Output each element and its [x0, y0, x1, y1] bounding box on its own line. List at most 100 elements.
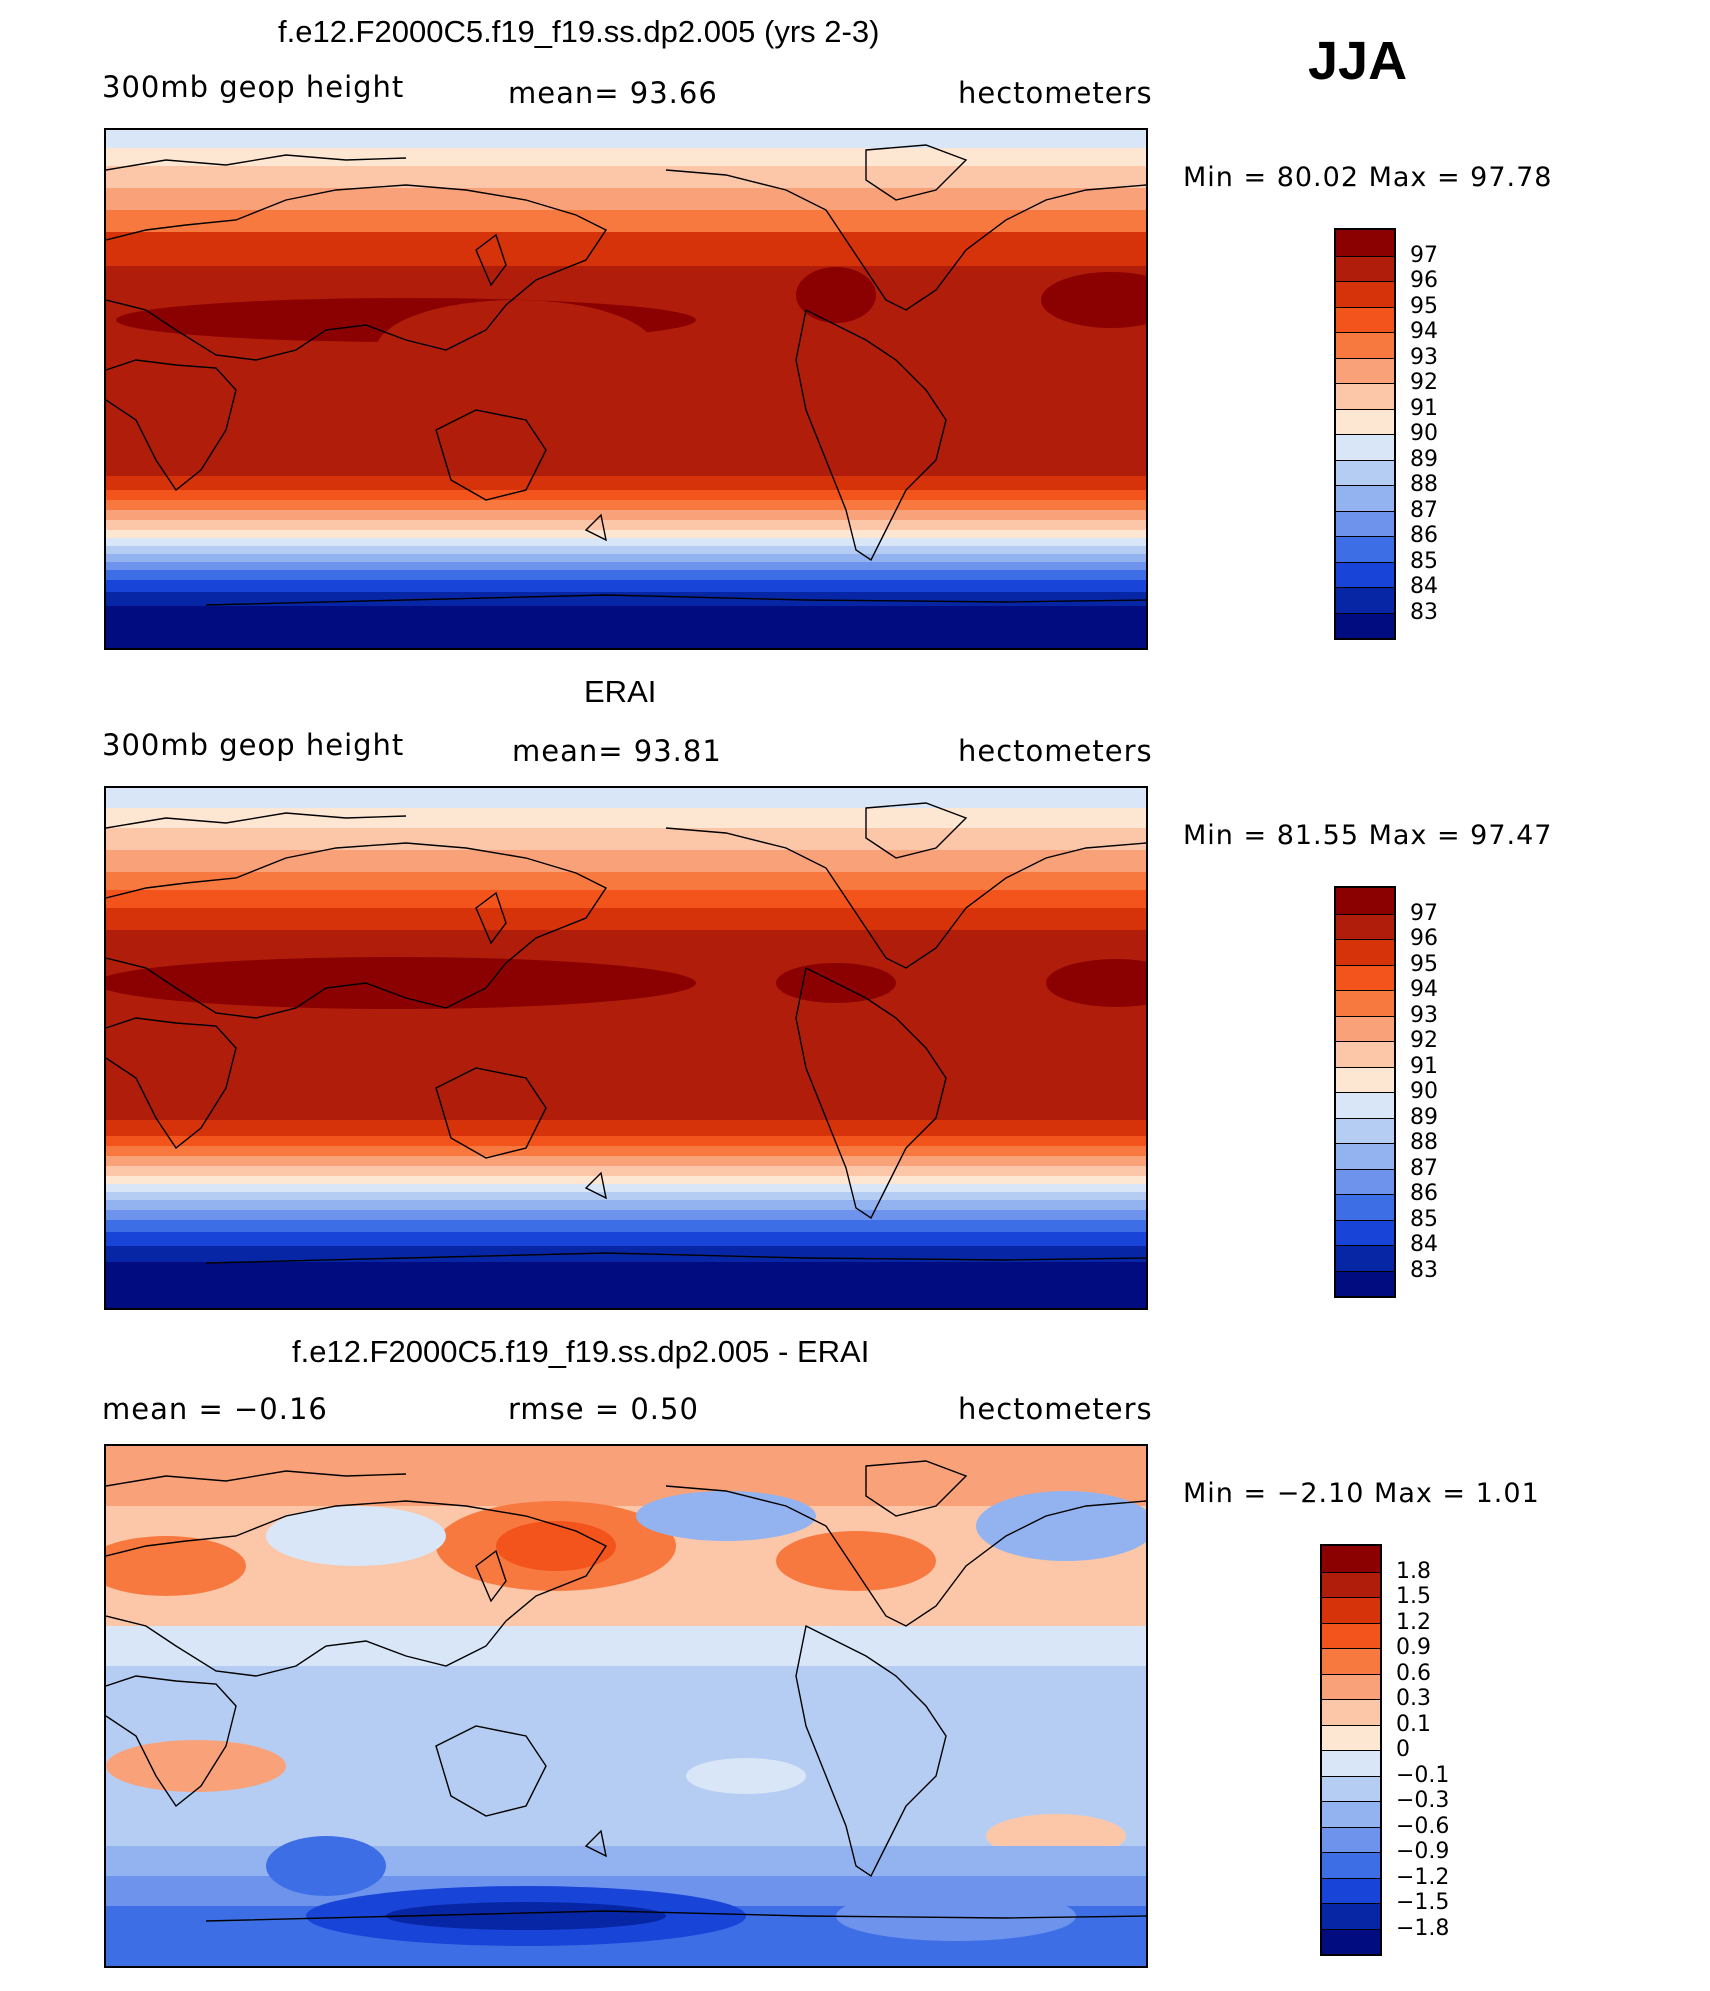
colorbar-swatch	[1336, 1092, 1394, 1118]
colorbar-tick-label: 94	[1410, 319, 1438, 344]
colorbar-tick-label: −0.1	[1396, 1762, 1450, 1788]
colorbar-tick-label: 89	[1410, 1104, 1438, 1130]
colorbar-tick-label: 96	[1410, 268, 1438, 293]
colorbar-swatch	[1336, 1270, 1394, 1296]
colorbar-swatch	[1322, 1775, 1380, 1801]
colorbar-swatch	[1336, 281, 1394, 307]
colorbar-swatch	[1336, 561, 1394, 587]
colorbar-swatch	[1322, 1801, 1380, 1827]
colorbar-tick-label: 86	[1410, 1181, 1438, 1206]
colorbar-tick-label: 97	[1410, 242, 1438, 268]
colorbar-swatch	[1336, 1194, 1394, 1220]
panel3-contour-field	[106, 1446, 1146, 1966]
colorbar-tick-label: 84	[1410, 574, 1438, 599]
colorbar-tick-label: 1.8	[1396, 1558, 1431, 1584]
colorbar-swatch	[1336, 587, 1394, 613]
colorbar-tick-label: −1.8	[1396, 1915, 1450, 1941]
panel3-title: f.e12.F2000C5.f19_f19.ss.dp2.005 - ERAI	[292, 1334, 870, 1369]
panel3-mean-label: mean = −0.16	[102, 1392, 328, 1426]
colorbar-tick-label: 92	[1410, 1028, 1438, 1053]
panel3-rmse-label: rmse = 0.50	[508, 1392, 699, 1426]
panel3-map	[104, 1444, 1148, 1968]
season-label: JJA	[1308, 31, 1408, 91]
panel3-colorbar	[1320, 1544, 1382, 1956]
panel1-colorbar	[1334, 228, 1396, 640]
colorbar-swatch	[1322, 1673, 1380, 1699]
panel1-title: f.e12.F2000C5.f19_f19.ss.dp2.005 (yrs 2-…	[278, 14, 880, 49]
colorbar-swatch	[1322, 1750, 1380, 1776]
panel2-minmax: Min = 81.55 Max = 97.47	[1183, 820, 1553, 851]
panel2-variable-label: 300mb geop height	[102, 728, 405, 762]
colorbar-tick-label: 90	[1410, 1079, 1438, 1104]
colorbar-swatch	[1336, 1117, 1394, 1143]
colorbar-tick-label: 88	[1410, 1130, 1438, 1155]
panel3-minmax: Min = −2.10 Max = 1.01	[1183, 1478, 1540, 1509]
colorbar-swatch	[1336, 230, 1394, 256]
panel2-title: ERAI	[584, 674, 657, 709]
colorbar-swatch	[1336, 964, 1394, 990]
colorbar-swatch	[1336, 383, 1394, 409]
colorbar-tick-label: 85	[1410, 1206, 1438, 1232]
colorbar-tick-label: 1.2	[1396, 1609, 1431, 1635]
colorbar-tick-label: 86	[1410, 523, 1438, 548]
panel1-mean-label: mean= 93.66	[508, 76, 718, 110]
colorbar-tick-label: 84	[1410, 1232, 1438, 1257]
panel2-mean-label: mean= 93.81	[512, 734, 722, 768]
colorbar-swatch	[1322, 1546, 1380, 1572]
colorbar-swatch	[1336, 485, 1394, 511]
colorbar-swatch	[1336, 408, 1394, 434]
colorbar-tick-label: 0.1	[1396, 1711, 1431, 1737]
colorbar-swatch	[1336, 357, 1394, 383]
colorbar-tick-label: 91	[1410, 395, 1438, 421]
colorbar-swatch	[1322, 1903, 1380, 1929]
colorbar-tick-label: 1.5	[1396, 1584, 1431, 1609]
panel2-contour-field	[106, 788, 1146, 1308]
colorbar-swatch	[1336, 536, 1394, 562]
colorbar-tick-label: −0.3	[1396, 1788, 1450, 1813]
colorbar-tick-label: 97	[1410, 900, 1438, 926]
colorbar-tick-label: −0.9	[1396, 1839, 1450, 1864]
colorbar-swatch	[1336, 255, 1394, 281]
colorbar-tick-label: −0.6	[1396, 1813, 1450, 1839]
colorbar-tick-label: 83	[1410, 599, 1438, 625]
panel2-units-label: hectometers	[958, 734, 1153, 768]
colorbar-swatch	[1336, 1143, 1394, 1169]
colorbar-tick-label: 83	[1410, 1257, 1438, 1283]
colorbar-tick-label: 95	[1410, 951, 1438, 977]
colorbar-swatch	[1322, 1699, 1380, 1725]
colorbar-tick-label: 0	[1396, 1737, 1410, 1762]
panel1-minmax: Min = 80.02 Max = 97.78	[1183, 162, 1553, 193]
colorbar-swatch	[1336, 332, 1394, 358]
colorbar-swatch	[1322, 1928, 1380, 1954]
colorbar-swatch	[1336, 939, 1394, 965]
colorbar-swatch	[1322, 1852, 1380, 1878]
colorbar-tick-label: 85	[1410, 548, 1438, 574]
colorbar-swatch	[1336, 1015, 1394, 1041]
colorbar-tick-label: 91	[1410, 1053, 1438, 1079]
panel3-units-label: hectometers	[958, 1392, 1153, 1426]
panel1-variable-label: 300mb geop height	[102, 70, 405, 104]
colorbar-tick-label: 95	[1410, 293, 1438, 319]
colorbar-swatch	[1322, 1826, 1380, 1852]
colorbar-swatch	[1322, 1571, 1380, 1597]
colorbar-tick-label: 96	[1410, 926, 1438, 951]
colorbar-swatch	[1336, 1219, 1394, 1245]
colorbar-swatch	[1336, 612, 1394, 638]
colorbar-tick-label: 89	[1410, 446, 1438, 472]
colorbar-tick-label: 0.3	[1396, 1686, 1431, 1711]
colorbar-tick-label: 0.9	[1396, 1635, 1431, 1660]
colorbar-tick-label: 87	[1410, 1155, 1438, 1181]
panel1-contour-field	[106, 130, 1146, 648]
colorbar-tick-label: −1.5	[1396, 1890, 1450, 1915]
panel2-colorbar	[1334, 886, 1396, 1298]
colorbar-swatch	[1322, 1648, 1380, 1674]
colorbar-swatch	[1322, 1724, 1380, 1750]
colorbar-tick-label: 88	[1410, 472, 1438, 497]
colorbar-swatch	[1336, 913, 1394, 939]
colorbar-tick-label: 87	[1410, 497, 1438, 523]
colorbar-swatch	[1322, 1622, 1380, 1648]
colorbar-swatch	[1336, 306, 1394, 332]
colorbar-swatch	[1322, 1597, 1380, 1623]
colorbar-tick-label: 0.6	[1396, 1660, 1431, 1686]
colorbar-swatch	[1336, 510, 1394, 536]
